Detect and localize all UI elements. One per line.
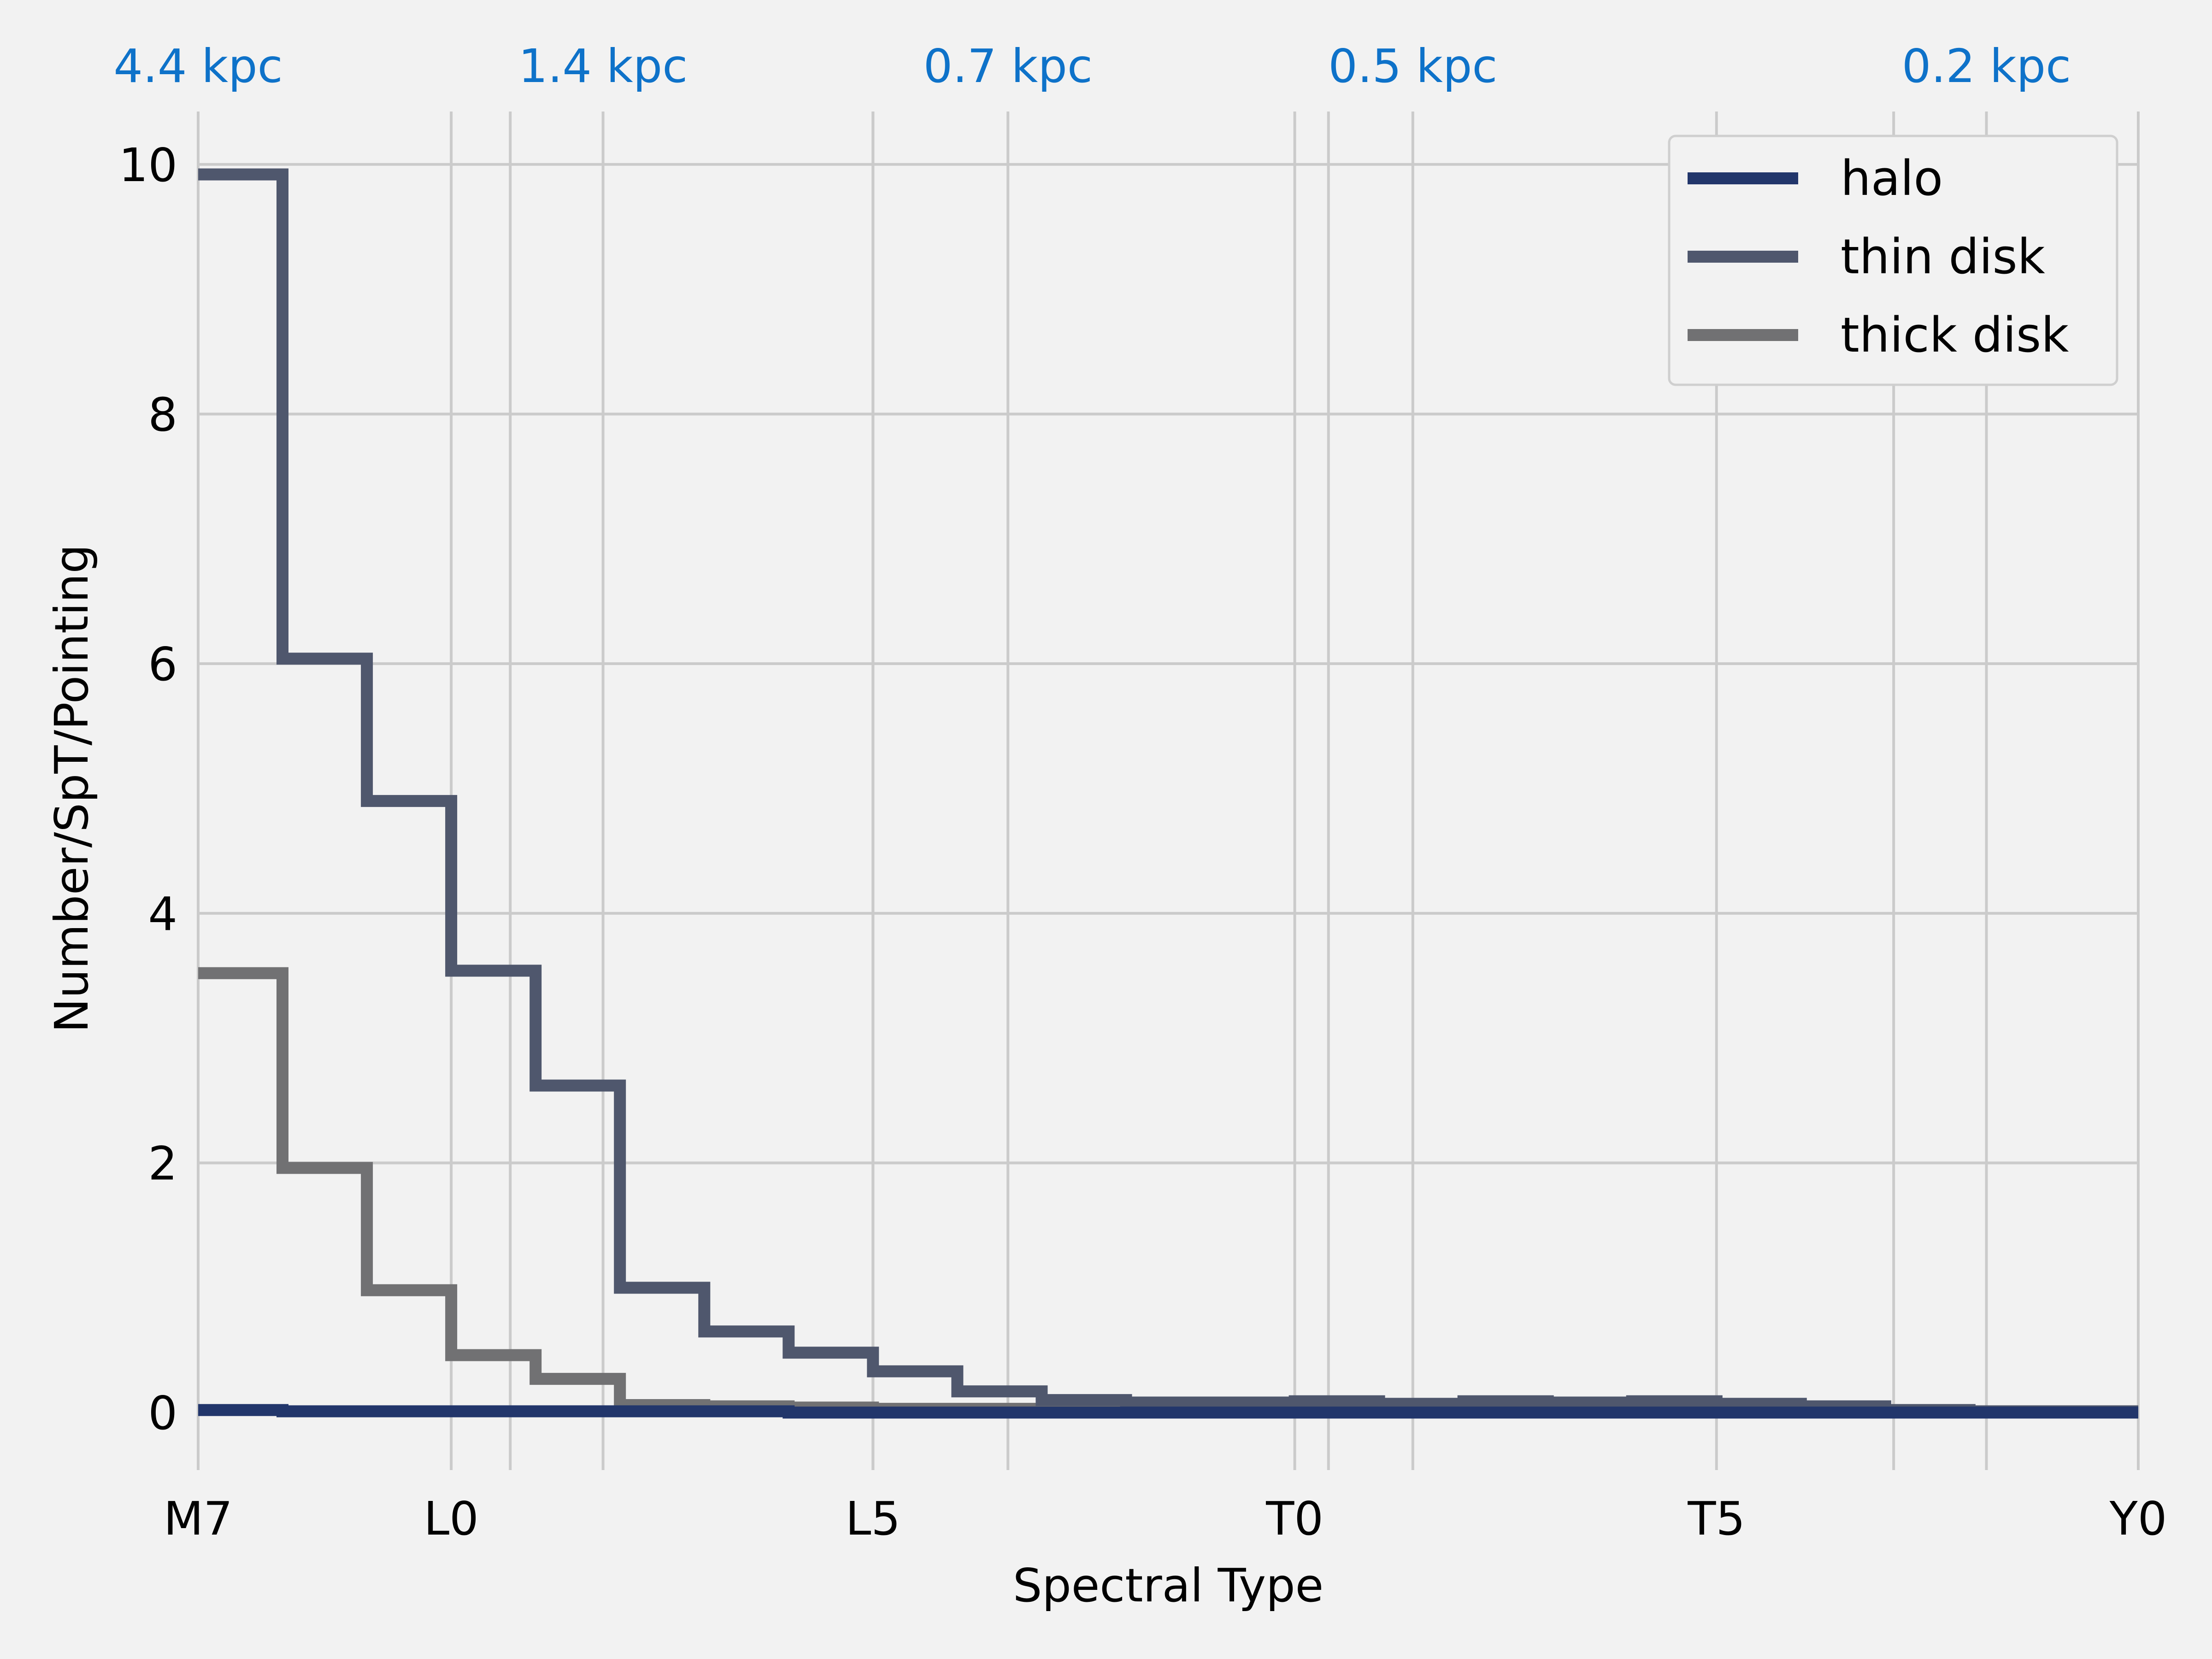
top-tick-label-0-7-kpc: 0.7 kpc (924, 39, 1093, 93)
top-tick-label-0-2-kpc: 0.2 kpc (1902, 39, 2071, 93)
x-tick-label-l0: L0 (424, 1492, 478, 1546)
x-tick-label-t5: T5 (1687, 1492, 1745, 1546)
legend-label-thick-disk: thick disk (1841, 307, 2069, 363)
y-tick-label-10: 10 (119, 138, 177, 192)
series-line-thin-disk (198, 168, 2138, 1418)
y-axis-label: Number/SpT/Pointing (45, 544, 99, 1033)
x-axis-label: Spectral Type (1013, 1559, 1324, 1612)
legend-box (1668, 135, 2118, 386)
series-line-halo (198, 1404, 2138, 1419)
x-tick-label-y0: Y0 (2109, 1492, 2167, 1546)
y-tick-label-6: 6 (148, 637, 177, 691)
y-tick-label-0: 0 (148, 1386, 177, 1440)
top-axis-tick-labels: 4.4 kpc 1.4 kpc 0.7 kpc 0.5 kpc 0.2 kpc (113, 39, 2071, 93)
x-tick-labels: M7 L0 L5 T0 T5 Y0 (164, 1492, 2167, 1546)
legend-label-thin-disk: thin disk (1841, 229, 2045, 285)
series-layer (198, 168, 2138, 1419)
y-tick-labels: 0 2 4 6 8 10 (119, 138, 177, 1440)
top-tick-label-0-5-kpc: 0.5 kpc (1328, 39, 1497, 93)
top-tick-label-4-4-kpc: 4.4 kpc (113, 39, 282, 93)
grid (197, 112, 2140, 1470)
x-tick-label-l5: L5 (846, 1492, 900, 1546)
y-tick-label-4: 4 (148, 887, 177, 941)
top-tick-label-1-4-kpc: 1.4 kpc (518, 39, 688, 93)
y-tick-label-8: 8 (148, 388, 177, 441)
x-tick-label-t0: T0 (1265, 1492, 1324, 1546)
x-tick-label-m7: M7 (164, 1492, 233, 1546)
y-tick-label-2: 2 (148, 1137, 177, 1191)
legend-label-halo: halo (1841, 150, 1943, 206)
legend: halo thin disk thick disk (1668, 135, 2118, 386)
